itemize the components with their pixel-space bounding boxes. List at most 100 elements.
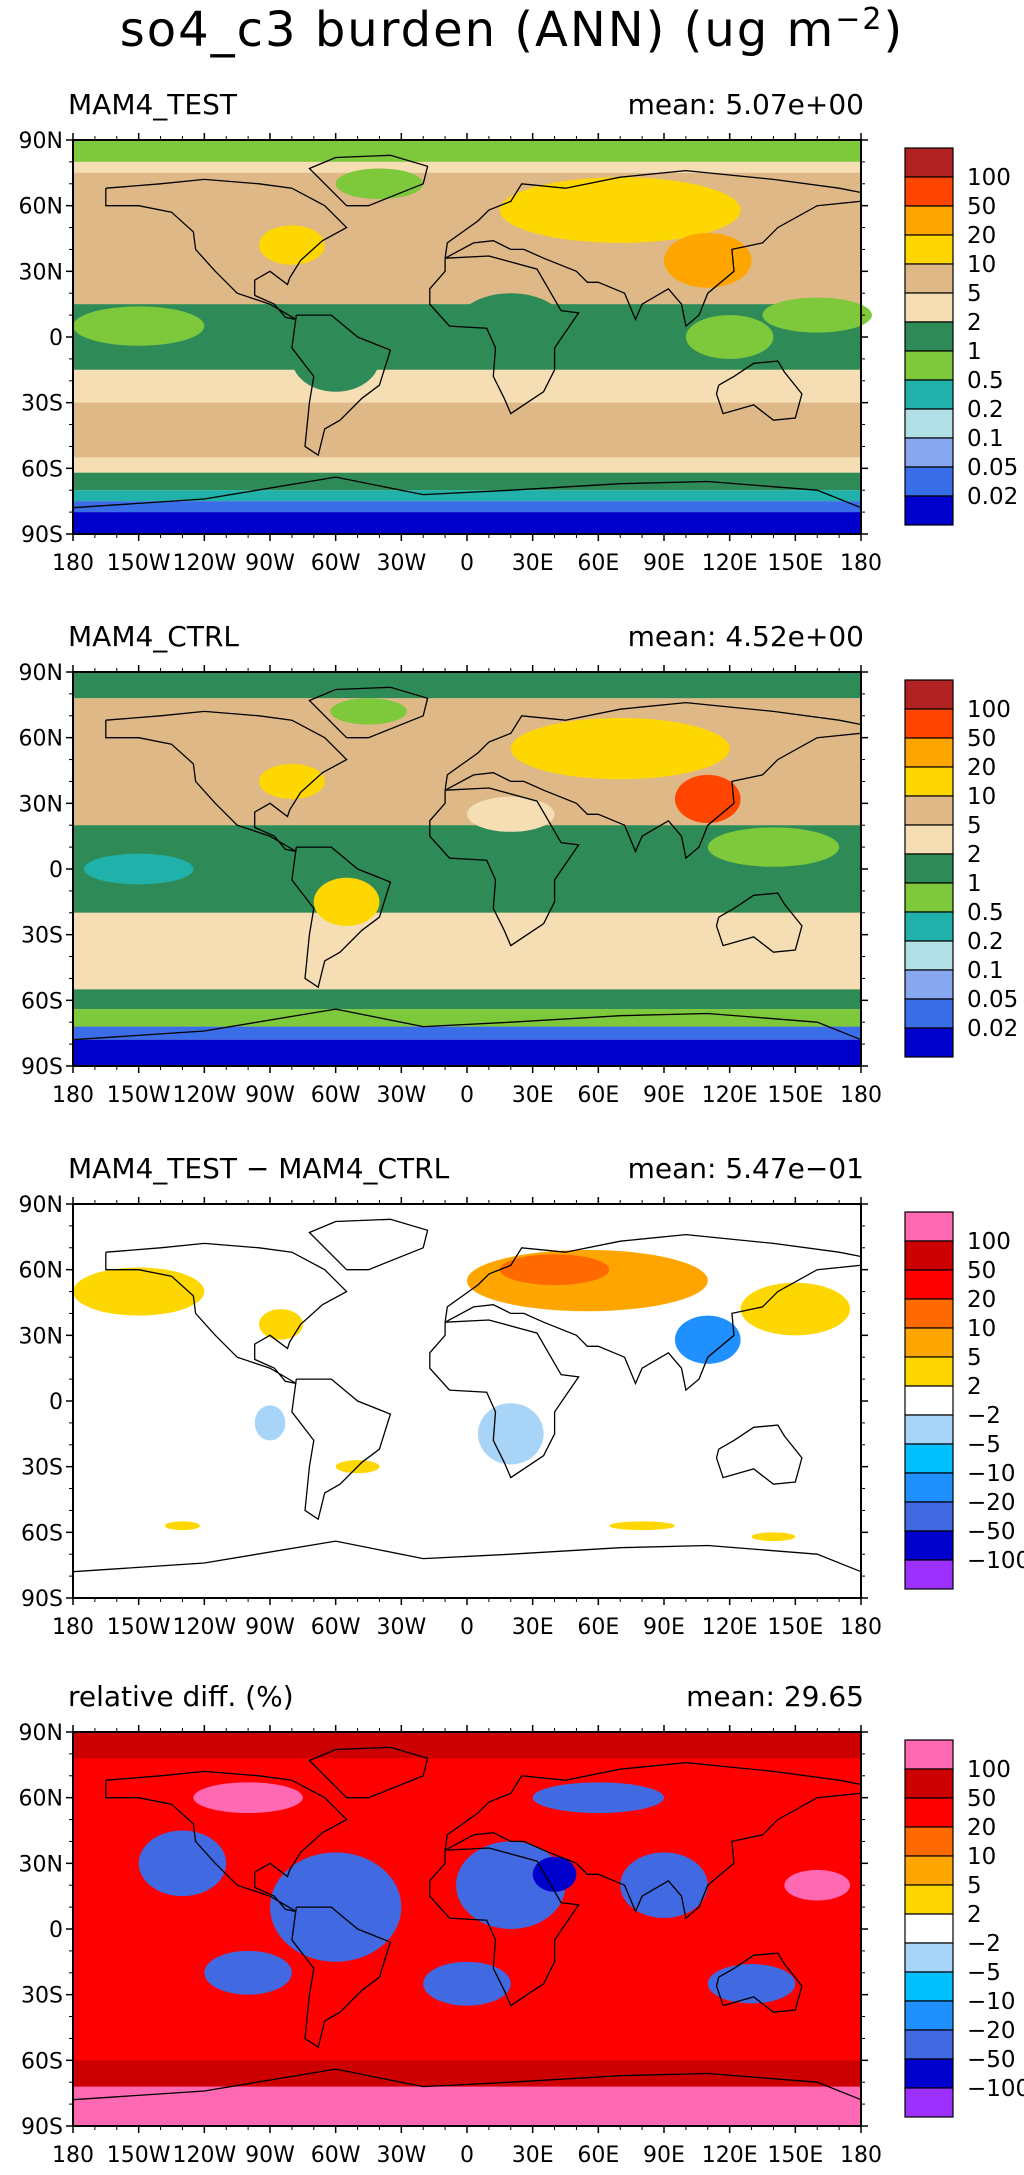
coastline <box>444 1761 862 1920</box>
color-patch <box>259 763 325 799</box>
legend-swatch <box>904 379 954 410</box>
color-patch <box>291 326 380 392</box>
legend-swatch <box>904 1298 954 1329</box>
panel-mean: mean: 5.47e−01 <box>627 1152 864 1185</box>
lat-label: 30S <box>21 1984 63 2009</box>
lon-label: 90W <box>245 1615 295 1640</box>
lat-label: 0 <box>49 1390 63 1415</box>
legend-swatch <box>904 1855 954 1886</box>
legend-label: 0.2 <box>967 929 1004 955</box>
color-patch <box>784 1869 851 1901</box>
color-band <box>73 402 861 458</box>
coastline <box>291 846 392 989</box>
legend-label: 100 <box>967 1229 1011 1255</box>
panel-title: MAM4_TEST <box>68 88 237 121</box>
legend-label: 20 <box>967 1815 996 1841</box>
coastline <box>429 787 580 947</box>
legend-swatch <box>904 1027 954 1058</box>
color-band <box>73 512 861 534</box>
legend-label: 10 <box>967 252 996 278</box>
lon-label: 90E <box>643 1083 685 1108</box>
lon-label: 0 <box>460 1615 474 1640</box>
lon-label: 30E <box>512 2143 554 2168</box>
lon-label: 60E <box>577 551 619 576</box>
color-patch <box>664 233 752 288</box>
legend-label: 100 <box>967 165 1011 191</box>
legend-swatch <box>904 1211 954 1242</box>
lon-label: 120E <box>702 1083 758 1108</box>
color-patch <box>620 1852 708 1919</box>
legend-label: 1 <box>967 339 982 365</box>
legend-swatch <box>904 292 954 323</box>
lon-label: 60W <box>311 1615 361 1640</box>
coastline <box>72 1008 862 1041</box>
legend-swatch <box>904 911 954 942</box>
lat-label: 30S <box>21 924 63 949</box>
legend-swatch <box>904 1356 954 1387</box>
legend-swatch <box>904 321 954 352</box>
color-patch <box>532 1856 577 1892</box>
legend-swatch <box>904 1826 954 1857</box>
legend-swatch <box>904 679 954 710</box>
lon-label: 180 <box>840 551 882 576</box>
legend-label: 0.2 <box>967 397 1004 423</box>
legend-label: 10 <box>967 784 996 810</box>
color-patch <box>467 796 555 832</box>
color-patch <box>609 1521 675 1531</box>
coastline <box>291 314 392 457</box>
legend-swatch <box>904 2000 954 2031</box>
color-patch <box>499 1254 610 1285</box>
lon-label: 60W <box>311 551 361 576</box>
map-plot: 90N 60N 30N 0 30S 60S 90S 180 150W 120W 90W 60W 30W 0… <box>19 1193 1024 1640</box>
color-patch <box>477 1403 544 1465</box>
legend-swatch <box>904 969 954 1000</box>
legend-swatch <box>904 234 954 265</box>
legend-label: 5 <box>967 813 982 839</box>
legend-swatch <box>904 263 954 294</box>
legend-label: 20 <box>967 223 996 249</box>
legend-label: −20 <box>967 2018 1016 2044</box>
color-patch <box>193 1782 303 1813</box>
lon-label: 120W <box>172 1615 236 1640</box>
legend-swatch <box>904 1530 954 1561</box>
color-band <box>73 172 861 305</box>
legend-label: 50 <box>967 1786 996 1812</box>
coastline <box>291 1906 392 2049</box>
lon-label: 90E <box>643 2143 685 2168</box>
coastline <box>291 1378 392 1521</box>
lon-label: 180 <box>52 1083 94 1108</box>
panel-ctrl: MAM4_CTRL mean: 4.52e+00 90N 60N 30N 0 30S 60… <box>0 620 1024 1125</box>
map-plot: 90N 60N 30N 0 30S 60S 90S 180 150W 120W 90W 60W 30W 0… <box>19 129 1019 576</box>
title-text: so4_c3 burden (ANN) (ug m <box>119 2 836 58</box>
legend-label: 10 <box>967 1316 996 1342</box>
legend-label: 0.1 <box>967 958 1004 984</box>
legend-label: 0.05 <box>967 455 1018 481</box>
color-band <box>73 457 861 473</box>
legend-label: −20 <box>967 1490 1016 1516</box>
color-band <box>73 501 861 513</box>
legend-swatch <box>904 466 954 497</box>
color-patch <box>740 1282 851 1336</box>
color-band <box>73 140 861 162</box>
legend-label: 0.1 <box>967 426 1004 452</box>
color-patch <box>138 1830 227 1897</box>
legend-label: −5 <box>967 1432 1001 1458</box>
legend-label: 2 <box>967 1374 982 1400</box>
legend-label: −50 <box>967 1519 1016 1545</box>
lat-label: 60N <box>19 1787 63 1812</box>
lat-label: 90S <box>21 2115 63 2140</box>
map-background <box>73 1204 861 1598</box>
coastline <box>715 360 803 421</box>
legend-swatch <box>904 2087 954 2118</box>
legend-swatch <box>904 766 954 797</box>
lon-label: 120W <box>172 2143 236 2168</box>
legend-label: 20 <box>967 1287 996 1313</box>
coastline <box>105 710 348 853</box>
coastline <box>429 1319 580 1479</box>
coastline <box>429 255 580 415</box>
legend-swatch <box>904 708 954 739</box>
legend-label: 10 <box>967 1844 996 1870</box>
lon-label: 90W <box>245 2143 295 2168</box>
legend-swatch <box>904 1559 954 1590</box>
legend-label: 100 <box>967 1757 1011 1783</box>
